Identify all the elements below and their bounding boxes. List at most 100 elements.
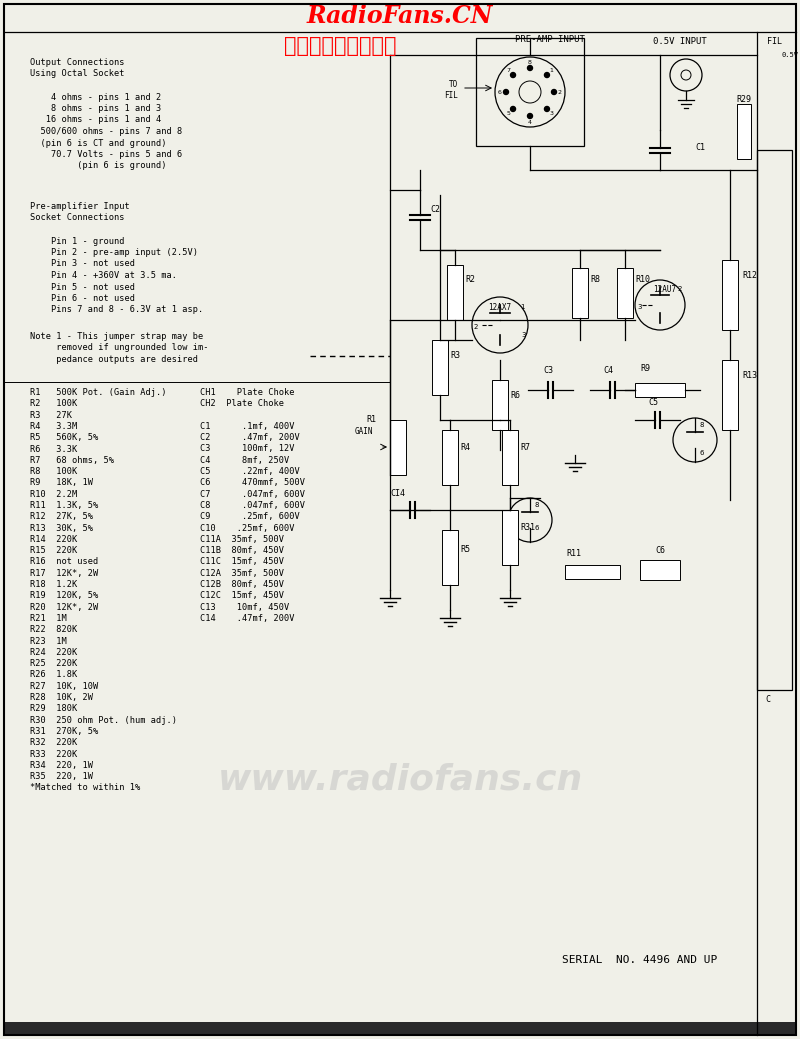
Text: R7   68 ohms, 5%: R7 68 ohms, 5% <box>30 456 114 464</box>
Text: R13  30K, 5%: R13 30K, 5% <box>30 524 93 533</box>
Text: 70.7 Volts - pins 5 and 6: 70.7 Volts - pins 5 and 6 <box>30 150 182 159</box>
Text: 6: 6 <box>534 525 539 531</box>
Text: C12C  15mf, 450V: C12C 15mf, 450V <box>200 591 284 601</box>
Text: C7      .047mf, 600V: C7 .047mf, 600V <box>200 489 305 499</box>
Text: 6: 6 <box>700 450 704 456</box>
Text: 3: 3 <box>638 304 642 310</box>
Text: Output Connections: Output Connections <box>30 58 125 66</box>
Text: R6: R6 <box>510 391 520 400</box>
Bar <box>572 268 588 318</box>
Text: 2: 2 <box>474 324 478 330</box>
Text: R1   500K Pot. (Gain Adj.): R1 500K Pot. (Gain Adj.) <box>30 388 166 397</box>
Text: C11C  15mf, 450V: C11C 15mf, 450V <box>200 558 284 566</box>
Bar <box>442 430 458 485</box>
Text: R34  220, 1W: R34 220, 1W <box>30 761 93 770</box>
Text: R31  270K, 5%: R31 270K, 5% <box>30 727 98 736</box>
Text: 3: 3 <box>522 332 526 338</box>
Bar <box>502 510 518 565</box>
Text: R5: R5 <box>460 545 470 555</box>
Text: C1      .1mf, 400V: C1 .1mf, 400V <box>200 422 294 431</box>
Text: 7: 7 <box>506 69 510 74</box>
Text: Socket Connections: Socket Connections <box>30 213 125 222</box>
Text: R14  220K: R14 220K <box>30 535 78 543</box>
Circle shape <box>527 65 533 71</box>
Text: C3: C3 <box>543 366 553 375</box>
Text: R10: R10 <box>635 275 650 285</box>
Text: C4: C4 <box>603 366 613 375</box>
Text: CI4: CI4 <box>390 489 405 498</box>
Bar <box>737 104 751 159</box>
Text: R22  820K: R22 820K <box>30 625 78 634</box>
Text: 4 ohms - pins 1 and 2: 4 ohms - pins 1 and 2 <box>30 92 162 102</box>
Text: C12A  35mf, 500V: C12A 35mf, 500V <box>200 568 284 578</box>
Text: SERIAL  NO. 4496 AND UP: SERIAL NO. 4496 AND UP <box>562 955 718 965</box>
Text: 1: 1 <box>520 304 524 310</box>
Bar <box>757 150 792 690</box>
Text: C8      .047mf, 600V: C8 .047mf, 600V <box>200 501 305 510</box>
Text: Pin 4 - +360V at 3.5 ma.: Pin 4 - +360V at 3.5 ma. <box>30 271 177 279</box>
Text: C11A  35mf, 500V: C11A 35mf, 500V <box>200 535 284 543</box>
Text: GAIN: GAIN <box>354 427 373 436</box>
Text: C9      .25mf, 600V: C9 .25mf, 600V <box>200 512 300 522</box>
Text: C6: C6 <box>655 547 665 555</box>
Circle shape <box>510 106 515 111</box>
Text: 5: 5 <box>507 111 510 115</box>
Bar <box>722 260 738 330</box>
Text: 1: 1 <box>550 69 553 74</box>
Circle shape <box>527 113 533 118</box>
Text: Pin 6 - not used: Pin 6 - not used <box>30 294 135 303</box>
Text: R35  220, 1W: R35 220, 1W <box>30 772 93 781</box>
Text: R4: R4 <box>460 443 470 452</box>
Text: R31: R31 <box>520 523 535 532</box>
Text: C5      .22mf, 400V: C5 .22mf, 400V <box>200 468 300 476</box>
Text: R33  220K: R33 220K <box>30 749 78 758</box>
Text: C12B  80mf, 450V: C12B 80mf, 450V <box>200 580 284 589</box>
Text: R29  180K: R29 180K <box>30 704 78 714</box>
Bar <box>432 340 448 395</box>
Bar <box>4 1022 796 1035</box>
Text: R6   3.3K: R6 3.3K <box>30 445 78 453</box>
Text: R11: R11 <box>566 549 582 558</box>
Circle shape <box>503 89 509 95</box>
Text: Using Octal Socket: Using Octal Socket <box>30 70 125 79</box>
Circle shape <box>545 106 550 111</box>
Circle shape <box>510 73 515 78</box>
Text: 8 ohms - pins 1 and 3: 8 ohms - pins 1 and 3 <box>30 104 162 113</box>
Text: 8: 8 <box>528 59 532 64</box>
Text: R16  not used: R16 not used <box>30 558 98 566</box>
Text: R7: R7 <box>520 443 530 452</box>
Text: R8: R8 <box>590 275 600 285</box>
Text: 收音机爱好者资料库: 收音机爱好者资料库 <box>284 36 396 56</box>
Text: R13: R13 <box>742 371 757 379</box>
Text: PRE-AMP INPUT: PRE-AMP INPUT <box>515 35 585 45</box>
Text: R2: R2 <box>465 275 475 285</box>
Text: FIL: FIL <box>767 37 782 47</box>
Bar <box>722 359 738 430</box>
Text: R11  1.3K, 5%: R11 1.3K, 5% <box>30 501 98 510</box>
Text: R26  1.8K: R26 1.8K <box>30 670 78 680</box>
Text: R8   100K: R8 100K <box>30 468 78 476</box>
Text: RadioFans.CN: RadioFans.CN <box>307 4 493 28</box>
Text: R2   100K: R2 100K <box>30 399 78 408</box>
Text: 0.5V INPUT: 0.5V INPUT <box>653 37 707 47</box>
Text: Pin 1 - ground: Pin 1 - ground <box>30 237 125 245</box>
Text: removed if ungrounded low im-: removed if ungrounded low im- <box>30 344 209 352</box>
Bar <box>447 265 463 320</box>
Text: Pin 3 - not used: Pin 3 - not used <box>30 260 135 268</box>
Text: Pins 7 and 8 - 6.3V at 1 asp.: Pins 7 and 8 - 6.3V at 1 asp. <box>30 305 203 315</box>
Text: R12: R12 <box>742 270 757 279</box>
Text: 3: 3 <box>550 111 554 115</box>
Text: 2: 2 <box>678 286 682 292</box>
Text: C2: C2 <box>430 206 440 214</box>
Bar <box>476 37 584 146</box>
Text: Note 1 - This jumper strap may be: Note 1 - This jumper strap may be <box>30 332 203 341</box>
Text: Pre-amplifier Input: Pre-amplifier Input <box>30 202 130 211</box>
Text: C11B  80mf, 450V: C11B 80mf, 450V <box>200 547 284 555</box>
Text: R29: R29 <box>737 96 751 105</box>
Text: R30  250 ohm Pot. (hum adj.): R30 250 ohm Pot. (hum adj.) <box>30 716 177 724</box>
Text: R23  1M: R23 1M <box>30 637 66 645</box>
Bar <box>617 268 633 318</box>
Bar <box>565 565 620 579</box>
Text: R9   18K, 1W: R9 18K, 1W <box>30 478 93 487</box>
Text: 0.5V: 0.5V <box>782 52 798 58</box>
